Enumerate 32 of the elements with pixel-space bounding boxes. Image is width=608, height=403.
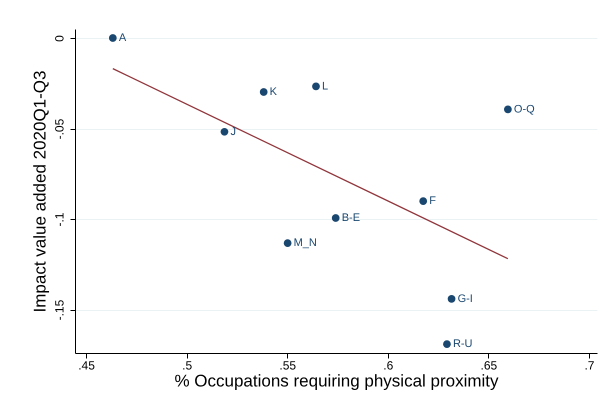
x-tick-label: .45 bbox=[78, 358, 96, 372]
y-axis-title: Impact value added 2020Q1-Q3 bbox=[30, 70, 50, 312]
annotation: F bbox=[429, 195, 436, 208]
point bbox=[260, 88, 268, 96]
point bbox=[220, 128, 228, 136]
x-tick-label: .6 bbox=[383, 358, 394, 372]
x-axis-title: % Occupations requiring physical proximity bbox=[174, 372, 500, 390]
annotation: K bbox=[270, 86, 278, 98]
y-tick-label: -.1 bbox=[52, 212, 66, 227]
y-tick-label: -.15 bbox=[52, 299, 66, 320]
annotation: B-E bbox=[342, 212, 360, 224]
annotation: A bbox=[118, 32, 127, 44]
annotation: G-I bbox=[458, 292, 473, 305]
point bbox=[504, 106, 512, 114]
point bbox=[312, 82, 320, 90]
x-tick-label: .65 bbox=[480, 358, 498, 372]
point bbox=[448, 295, 456, 303]
point bbox=[443, 340, 451, 348]
annotation: R-U bbox=[452, 338, 473, 350]
y-tick-label: 0 bbox=[52, 34, 66, 42]
point bbox=[284, 239, 292, 247]
annotation: O-Q bbox=[514, 103, 536, 116]
point bbox=[419, 197, 428, 205]
point bbox=[332, 214, 340, 222]
x-tick-label: .5 bbox=[182, 358, 192, 372]
annotation: L bbox=[322, 80, 328, 92]
x-tick-label: .55 bbox=[279, 358, 296, 372]
annotation: J bbox=[230, 126, 236, 138]
y-tick-label: -.05 bbox=[52, 118, 66, 140]
annotation: M_N bbox=[294, 237, 317, 250]
x-tick-label: .7 bbox=[584, 358, 595, 372]
point bbox=[108, 34, 117, 42]
